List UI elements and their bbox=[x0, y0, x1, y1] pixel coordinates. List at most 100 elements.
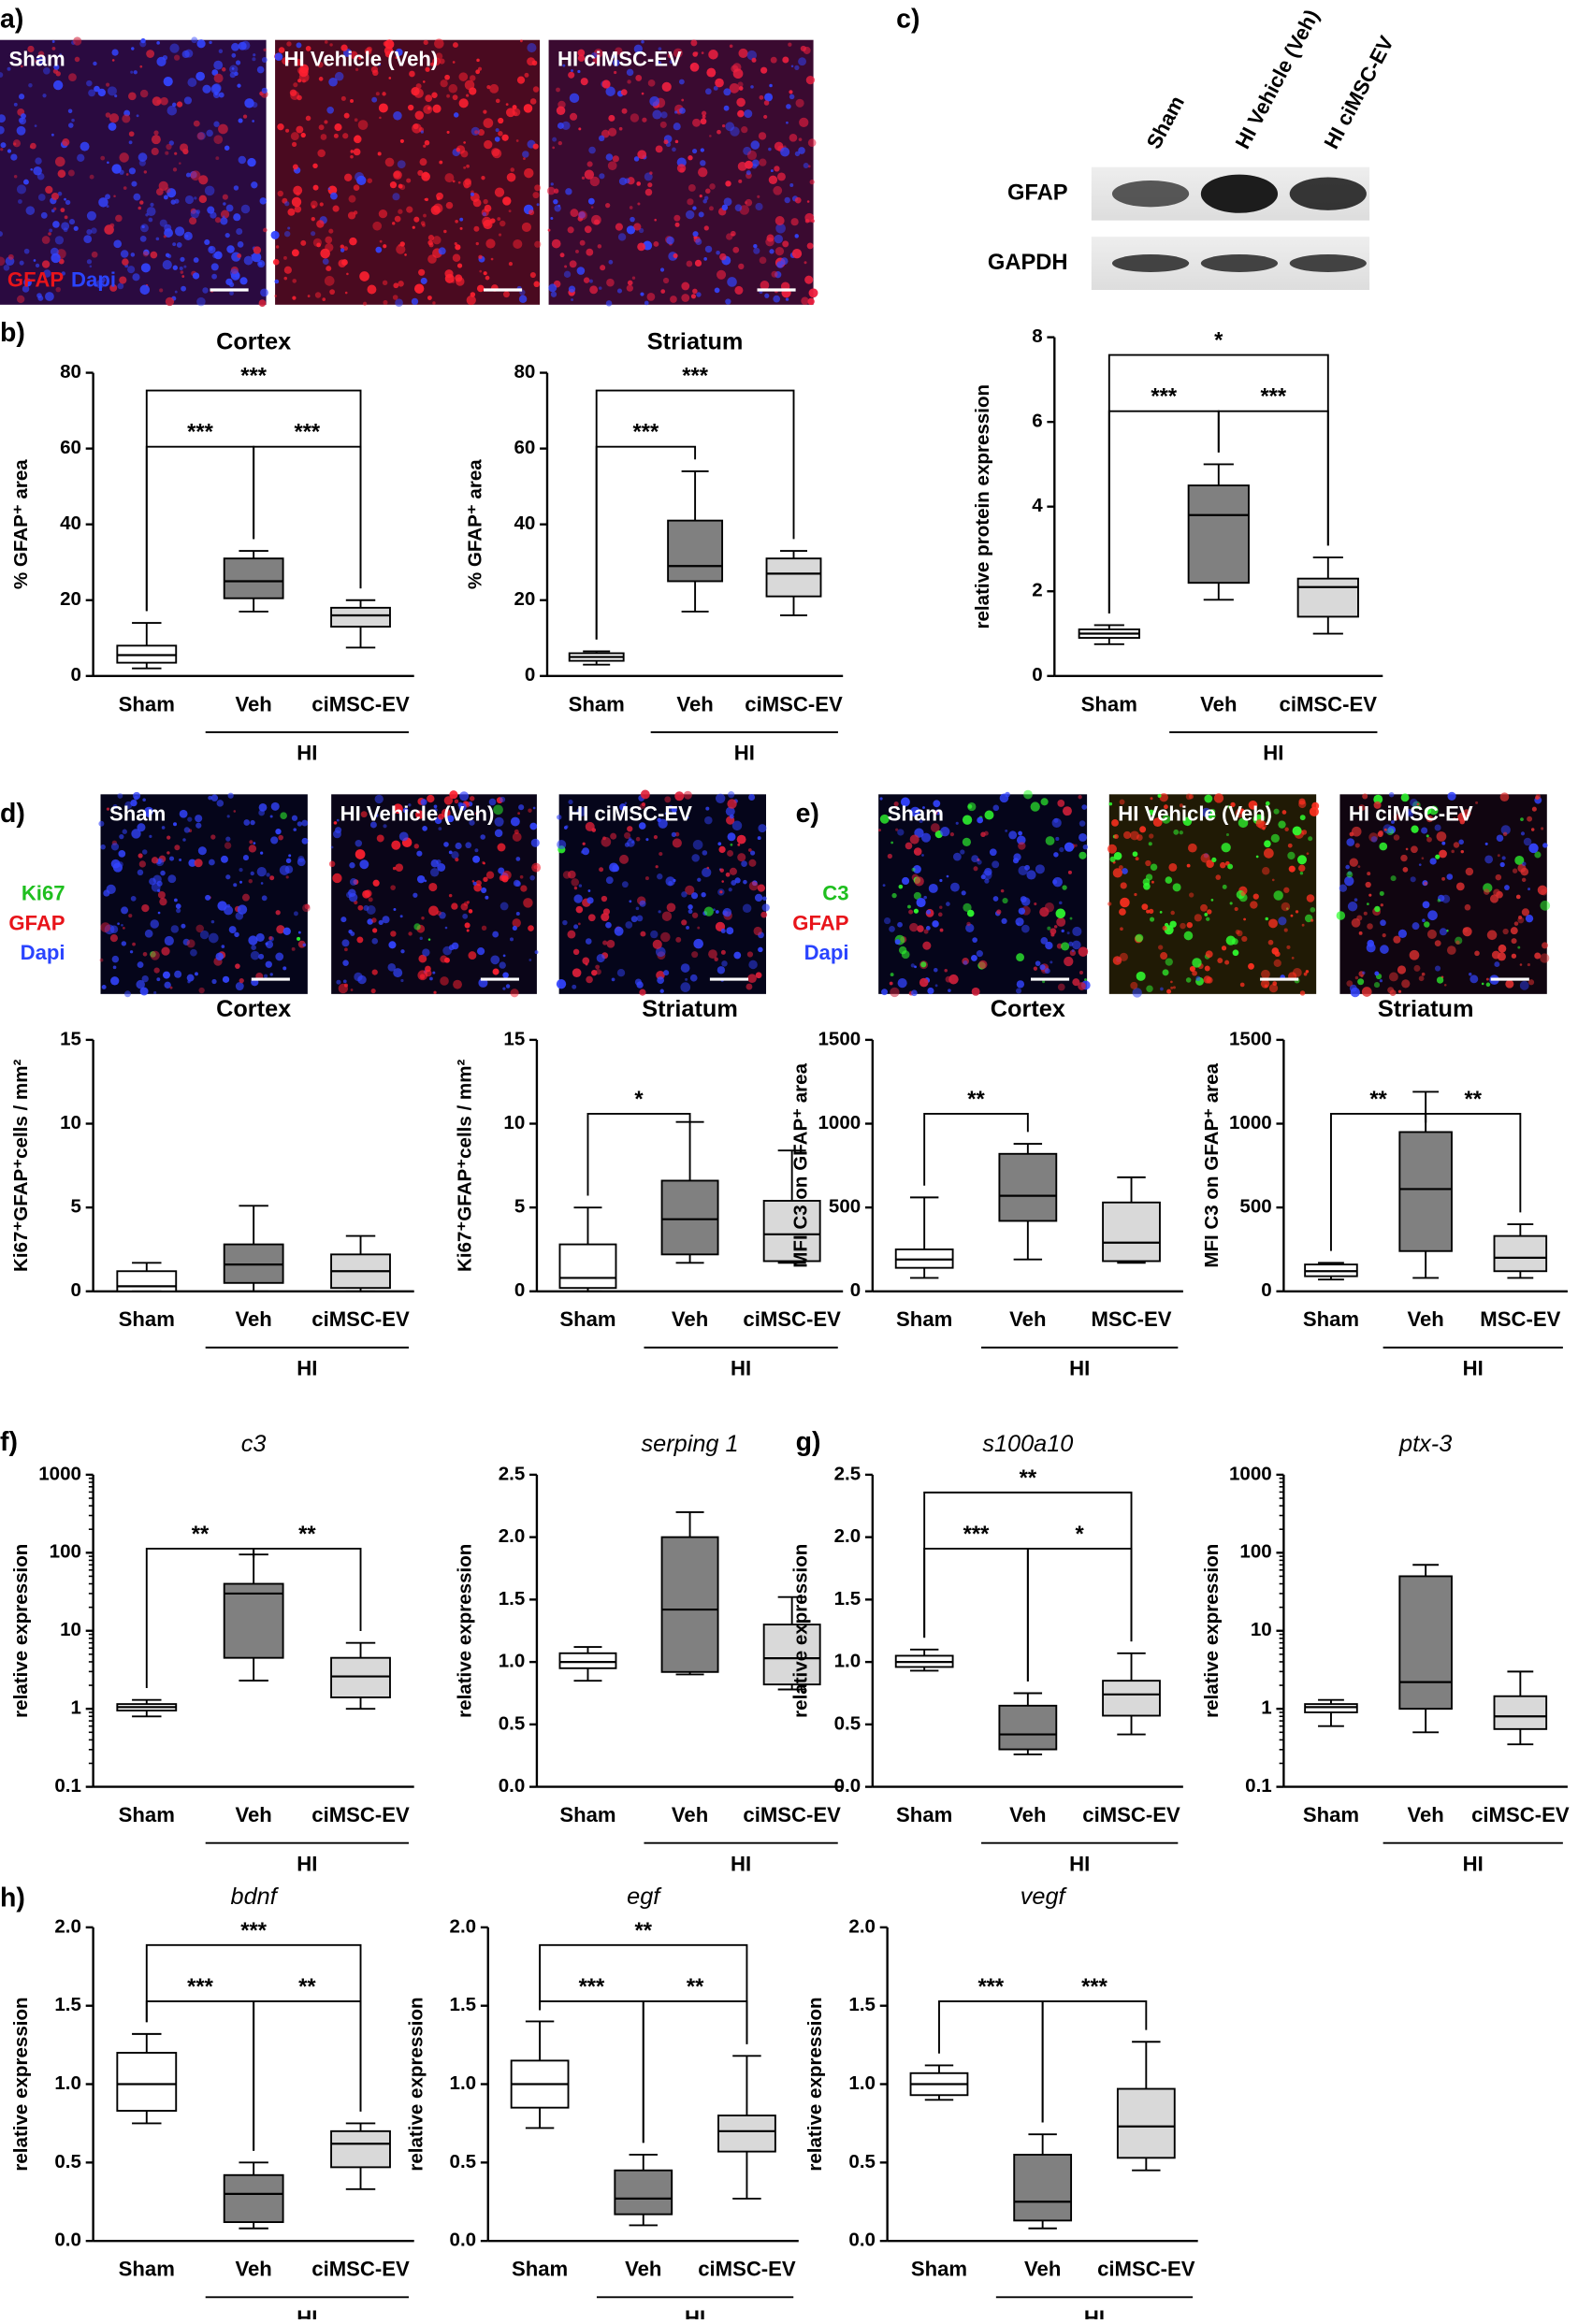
cell bbox=[515, 911, 520, 917]
cell bbox=[626, 284, 633, 292]
cell bbox=[204, 238, 210, 246]
cell bbox=[669, 59, 674, 65]
cell bbox=[1387, 826, 1397, 834]
cell bbox=[176, 101, 183, 108]
cell bbox=[508, 209, 512, 213]
cell bbox=[611, 54, 615, 59]
cell bbox=[536, 203, 540, 207]
cell bbox=[598, 135, 605, 142]
cell bbox=[1455, 882, 1465, 891]
cell bbox=[99, 958, 104, 962]
y-axis-label: relative expression bbox=[454, 1544, 475, 1718]
box bbox=[330, 2129, 391, 2169]
cell bbox=[657, 873, 663, 880]
cell bbox=[250, 819, 255, 826]
cell bbox=[296, 125, 304, 134]
cell bbox=[348, 195, 356, 203]
cell bbox=[138, 152, 148, 162]
cell bbox=[418, 268, 426, 276]
cell bbox=[476, 284, 485, 293]
cell bbox=[697, 926, 701, 930]
cell bbox=[269, 973, 273, 976]
cell bbox=[0, 148, 4, 152]
cell bbox=[926, 909, 932, 915]
cell bbox=[746, 951, 754, 958]
y-tick-label: 500 bbox=[829, 1196, 861, 1218]
chart-title: ptx-3 bbox=[1398, 1431, 1452, 1457]
cell bbox=[312, 184, 319, 191]
cell bbox=[599, 867, 604, 873]
cell bbox=[207, 206, 215, 214]
y-tick-label: 6 bbox=[1032, 411, 1042, 432]
cell bbox=[249, 840, 253, 844]
cell bbox=[366, 46, 372, 52]
cell bbox=[176, 908, 181, 914]
stain-label: Dapi bbox=[21, 941, 65, 964]
cell bbox=[62, 138, 70, 147]
cell bbox=[287, 208, 296, 216]
cell bbox=[681, 919, 688, 926]
cell bbox=[729, 44, 733, 49]
cell bbox=[898, 945, 907, 955]
cell bbox=[717, 269, 727, 280]
cell bbox=[728, 888, 732, 892]
y-tick-label: 1.5 bbox=[499, 1588, 526, 1609]
cell bbox=[992, 896, 999, 902]
box bbox=[1304, 1703, 1358, 1713]
cell bbox=[702, 114, 706, 119]
cell bbox=[762, 896, 767, 902]
cell bbox=[392, 222, 396, 225]
cell bbox=[588, 279, 593, 283]
cell bbox=[1435, 854, 1440, 859]
cell bbox=[768, 175, 778, 185]
cell bbox=[156, 977, 161, 982]
cell bbox=[616, 288, 623, 294]
cell bbox=[193, 120, 200, 127]
cell bbox=[754, 893, 763, 902]
cell bbox=[322, 258, 329, 265]
cell bbox=[430, 859, 439, 868]
cell bbox=[557, 839, 567, 850]
cell bbox=[642, 117, 647, 123]
cell bbox=[789, 94, 795, 100]
cell bbox=[98, 197, 109, 208]
cell bbox=[502, 972, 509, 979]
cell bbox=[1238, 817, 1249, 829]
cell bbox=[137, 869, 144, 876]
cell bbox=[1427, 910, 1438, 921]
cell bbox=[133, 70, 138, 75]
cell bbox=[564, 265, 568, 268]
cell bbox=[1497, 854, 1500, 858]
cell bbox=[1239, 982, 1245, 988]
cell bbox=[114, 94, 118, 98]
cell bbox=[1150, 797, 1153, 801]
cell bbox=[179, 809, 188, 818]
cell bbox=[1211, 857, 1217, 862]
cell bbox=[612, 59, 620, 66]
significance-label: *** bbox=[1081, 1975, 1107, 1999]
cell bbox=[732, 68, 744, 79]
cell bbox=[156, 41, 160, 45]
cell bbox=[191, 36, 198, 44]
cell bbox=[412, 225, 415, 229]
cell bbox=[690, 39, 698, 47]
cell bbox=[399, 184, 406, 191]
cell bbox=[1518, 915, 1523, 919]
significance-label: ** bbox=[298, 1523, 316, 1547]
cell bbox=[455, 842, 462, 850]
cell bbox=[749, 850, 756, 856]
cell bbox=[384, 157, 395, 167]
cell bbox=[45, 292, 54, 301]
cell bbox=[1136, 834, 1143, 841]
cell bbox=[586, 975, 593, 984]
cell bbox=[218, 92, 224, 98]
cell bbox=[1346, 871, 1354, 878]
cell bbox=[165, 253, 170, 258]
cell bbox=[547, 228, 551, 232]
cell bbox=[259, 197, 267, 205]
cell bbox=[910, 806, 920, 817]
cell bbox=[187, 816, 193, 822]
cell bbox=[454, 241, 457, 246]
cell bbox=[532, 806, 536, 810]
cell bbox=[807, 297, 815, 306]
